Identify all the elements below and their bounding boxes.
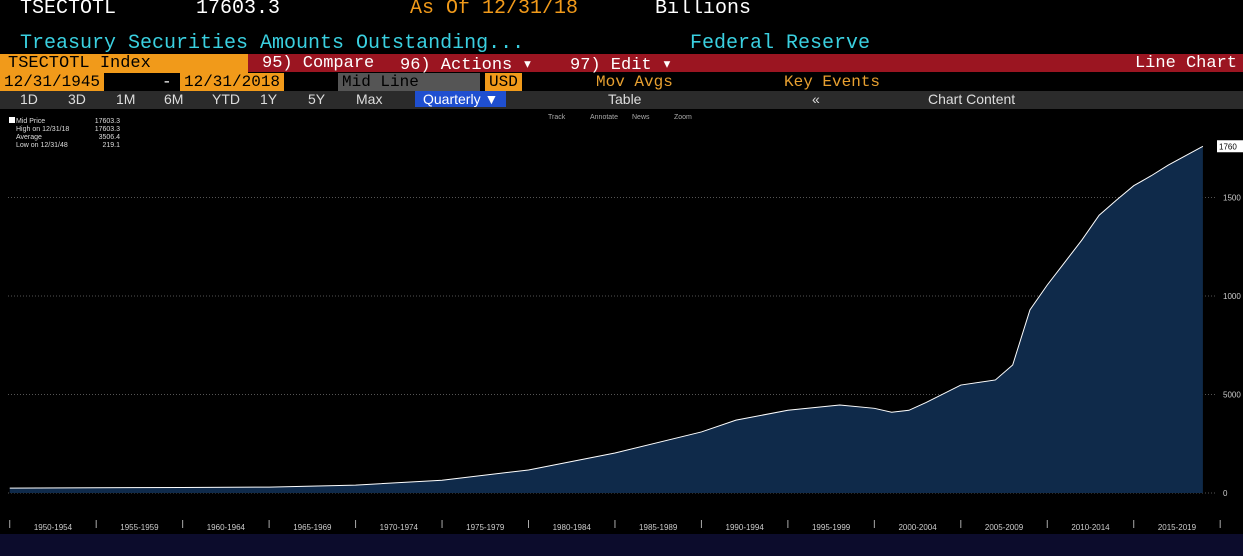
line — [9, 145, 1204, 489]
actions[interactable]: 96) Actions ▾ — [400, 56, 533, 75]
period-button[interactable]: Max — [356, 91, 383, 107]
price: 17603.3 — [196, 0, 281, 20]
y-tick-label: 0 — [1223, 489, 1228, 498]
period-button[interactable]: 6M — [164, 91, 184, 107]
source: Federal Reserve — [690, 32, 871, 55]
chart-tool: Zoom — [674, 114, 692, 121]
chart-content[interactable]: Chart Content — [928, 91, 1016, 107]
area — [9, 146, 1203, 494]
legend-label: Mid Price — [16, 118, 45, 125]
x-tick-label: 1990-1994 — [726, 523, 765, 532]
chart-tool: Annotate — [590, 114, 618, 121]
legend-value: 17603.3 — [95, 118, 120, 125]
description: Treasury Securities Amounts Outstanding.… — [20, 32, 525, 55]
x-tick-label: 1965-1969 — [293, 523, 332, 532]
x-tick-label: 1995-1999 — [812, 523, 851, 532]
security[interactable]: TSECTOTL Index — [0, 54, 248, 73]
x-tick-label: 1970-1974 — [380, 523, 419, 532]
x-axis-strip — [0, 520, 1243, 534]
period-button[interactable]: 1Y — [260, 91, 278, 107]
y-tick-label: 1000 — [1223, 292, 1241, 301]
start-date[interactable]: 12/31/1945 — [0, 73, 105, 91]
compare[interactable]: 95) Compare — [262, 54, 375, 73]
frequency[interactable]: Quarterly ▼ — [415, 91, 507, 107]
period-button[interactable]: 5Y — [308, 91, 326, 107]
x-tick-label: 1985-1989 — [639, 523, 678, 532]
legend-swatch — [9, 117, 15, 123]
x-tick-label: 2010-2014 — [1071, 523, 1110, 532]
legend-value: 3506.4 — [99, 134, 121, 141]
legend-value: 17603.3 — [95, 126, 120, 133]
mov-avgs[interactable]: Mov Avgs — [596, 73, 673, 91]
legend-label: High on 12/31/18 — [16, 126, 69, 133]
chart-tool: Track — [548, 114, 566, 121]
toolbar: TSECTOTL Index 95) Compare 96) Actions ▾… — [0, 54, 1243, 75]
key-events[interactable]: Key Events — [784, 73, 881, 91]
period-button[interactable]: 1M — [116, 91, 136, 107]
x-tick-label: 1955-1959 — [120, 523, 159, 532]
as-of: As Of 12/31/18 — [410, 0, 579, 20]
table-button[interactable]: Table — [608, 91, 642, 107]
description-row: Treasury Securities Amounts Outstanding.… — [0, 20, 1243, 55]
y-tick-label: 5000 — [1223, 391, 1241, 400]
x-tick-label: 2015-2019 — [1158, 523, 1197, 532]
period-button[interactable]: YTD — [212, 91, 240, 107]
chart: Track Annotate News Zoom Mid Price 17603.3 Hig… — [0, 114, 1243, 556]
x-tick-label: 2005-2009 — [985, 523, 1024, 532]
x-tick-label: 2000-2004 — [898, 523, 937, 532]
header-row: TSECTOTL 17603.3 As Of 12/31/18 Billions — [0, 0, 1243, 20]
end-date[interactable]: 12/31/2018 — [180, 73, 285, 91]
edit[interactable]: 97) Edit ▾ — [570, 56, 673, 75]
x-tick-label: 1950-1954 — [34, 523, 73, 532]
legend-label: Average — [16, 134, 42, 141]
ticker: TSECTOTL — [20, 0, 117, 20]
period-row: 1D 3D 1M 6M YTD 1Y 5Y Max Quarterly ▼ Table « C… — [0, 91, 1243, 109]
period-button[interactable]: 1D — [20, 91, 38, 107]
last-tag: 1760 — [1219, 142, 1237, 151]
last-tag-box — [1217, 140, 1243, 153]
y-tick-label: 1500 — [1223, 194, 1241, 203]
collapse[interactable]: « — [812, 91, 820, 107]
period-button[interactable]: 3D — [68, 91, 86, 107]
x-tick-label: 1975-1979 — [466, 523, 505, 532]
chart-type[interactable]: Line Chart — [1134, 54, 1237, 73]
legend-label: Low on 12/31/48 — [16, 142, 68, 149]
legend-value: 219.1 — [102, 142, 120, 149]
units: Billions — [655, 0, 752, 20]
x-tick-label: 1980-1984 — [553, 523, 592, 532]
chart-tool: News — [632, 114, 650, 121]
range-dash: - — [162, 73, 172, 91]
range-row: 12/31/1945 - 12/31/2018 Mid Line USD Mov… — [0, 73, 1243, 91]
x-tick-label: 1960-1964 — [207, 523, 246, 532]
mode[interactable]: Mid Line — [338, 73, 480, 91]
currency[interactable]: USD — [485, 73, 522, 91]
